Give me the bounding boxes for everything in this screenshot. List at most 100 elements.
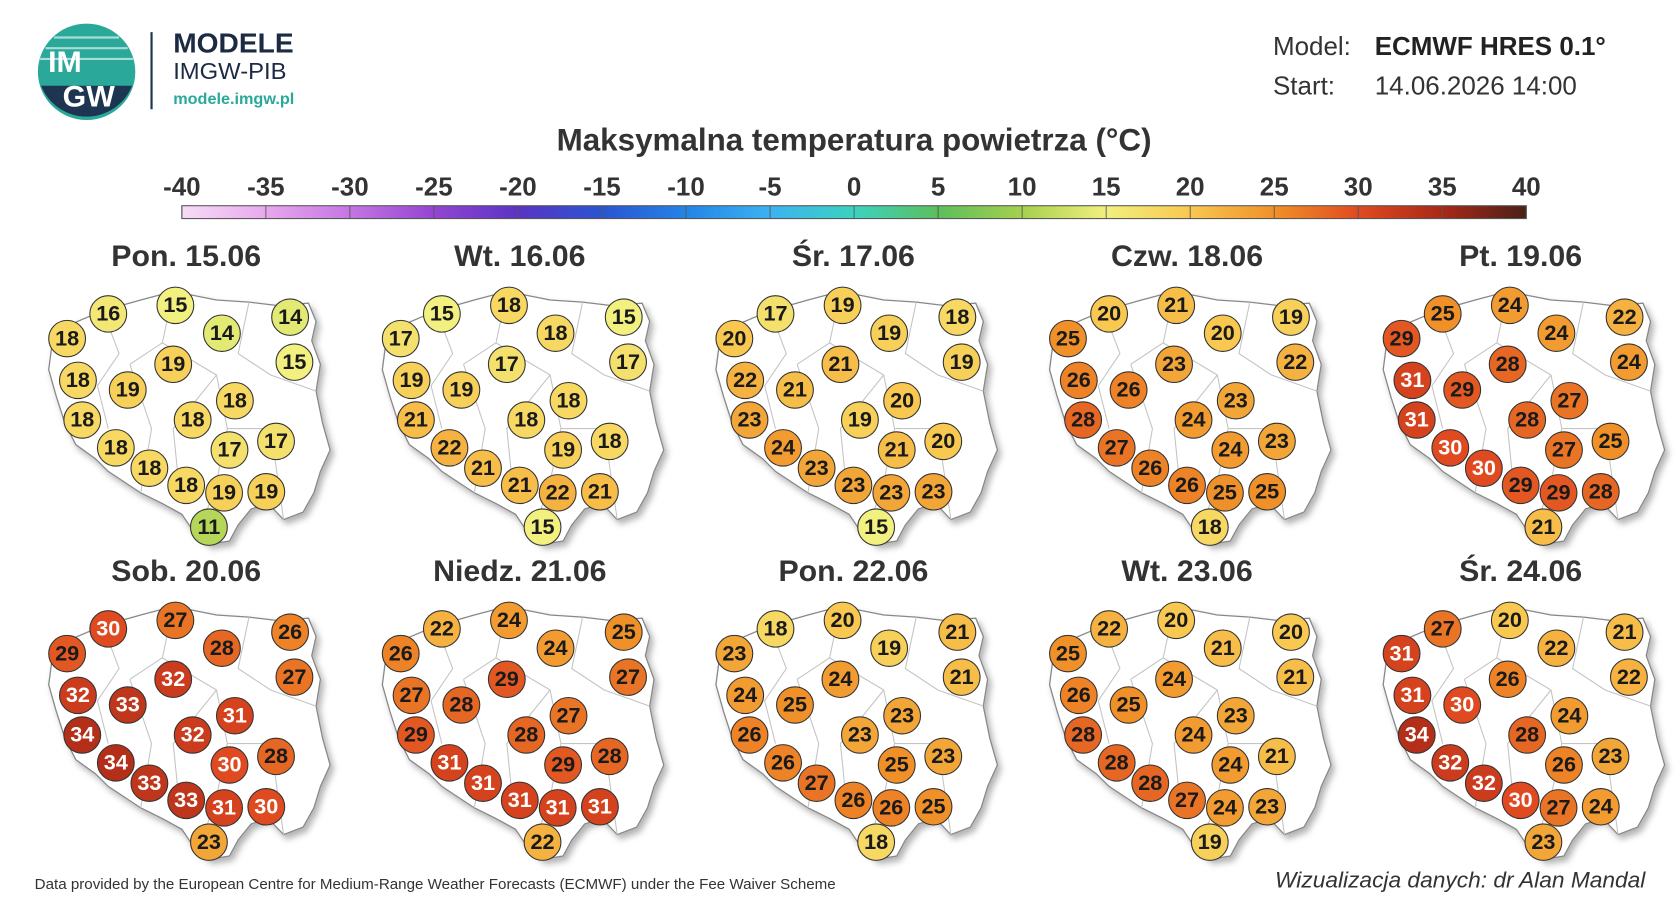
station-marker — [1248, 788, 1287, 826]
station-marker — [1393, 676, 1432, 715]
station-value: 27 — [1431, 617, 1455, 641]
station-marker — [1431, 429, 1470, 467]
station-value: 25 — [612, 620, 636, 644]
station-value: 19 — [449, 378, 473, 402]
station-marker — [609, 658, 647, 696]
station-value: 23 — [1265, 429, 1289, 453]
station-marker — [130, 449, 169, 487]
station-marker — [1064, 401, 1103, 439]
station-marker — [1049, 634, 1087, 673]
station-marker — [500, 781, 539, 820]
station-value: 22 — [430, 617, 454, 641]
station-marker — [215, 696, 254, 735]
station-value: 31 — [546, 796, 570, 820]
station-value: 21 — [471, 456, 495, 480]
station-marker — [609, 343, 647, 381]
station-marker — [1524, 508, 1563, 546]
station-value: 31 — [588, 795, 612, 819]
station-value: 21 — [945, 620, 969, 644]
colorbar-tick-label: 20 — [1176, 173, 1205, 201]
station-marker — [857, 823, 896, 861]
source: Data provided by the European Centre for… — [35, 876, 836, 893]
station-value: 24 — [1182, 723, 1206, 747]
station-value: 25 — [1117, 693, 1141, 717]
colorbar-tick-label: -35 — [247, 173, 285, 201]
station-marker — [536, 314, 575, 352]
station-marker — [1205, 789, 1244, 827]
station-marker — [490, 286, 528, 325]
map-panel: Wt. 23.06 25 22 20 21 20 21 26 25 24 28 23 24 28 21 24 2… — [1049, 555, 1331, 861]
station-value: 27 — [805, 771, 829, 795]
station-marker — [156, 286, 195, 325]
station-marker — [130, 764, 169, 802]
station-marker — [58, 676, 97, 715]
station-marker — [1174, 401, 1213, 439]
station-marker — [154, 345, 193, 384]
station-value: 24 — [1162, 667, 1186, 691]
station-marker — [1168, 781, 1206, 820]
station-marker — [834, 781, 873, 820]
station-marker — [756, 295, 795, 333]
station-marker — [538, 474, 577, 512]
station-marker — [1490, 601, 1529, 640]
station-marker — [167, 781, 206, 820]
station-marker — [776, 686, 814, 724]
station-marker — [1064, 716, 1103, 754]
station-value: 18 — [864, 830, 888, 854]
station-value: 30 — [254, 795, 278, 819]
station-marker — [797, 764, 836, 802]
station-value: 23 — [1224, 389, 1248, 413]
station-value: 21 — [950, 665, 974, 689]
station-value: 18 — [1198, 515, 1222, 539]
station-value: 29 — [1547, 481, 1571, 505]
station-value: 21 — [508, 473, 532, 497]
station-value: 18 — [945, 305, 969, 329]
station-value: 34 — [1405, 723, 1429, 747]
station-marker — [1131, 764, 1170, 802]
station-marker — [604, 298, 643, 336]
station-marker — [821, 660, 860, 699]
station-marker — [840, 716, 879, 754]
station-value: 27 — [282, 665, 306, 689]
station-marker — [189, 508, 228, 546]
station-value: 24 — [1617, 350, 1641, 374]
station-marker — [580, 473, 619, 511]
panel-date: Niedz. 21.06 — [433, 555, 606, 588]
station-value: 23 — [1598, 744, 1622, 768]
station-marker — [1257, 422, 1296, 461]
station-marker — [1276, 343, 1315, 381]
station-value: 26 — [1175, 473, 1199, 497]
station-marker — [1248, 473, 1287, 511]
station-value: 21 — [1283, 665, 1307, 689]
station-value: 18 — [598, 429, 622, 453]
station-value: 20 — [1097, 302, 1121, 326]
station-marker — [96, 429, 135, 467]
station-value: 28 — [264, 744, 288, 768]
station-value: 27 — [1547, 796, 1571, 820]
station-value: 27 — [400, 683, 424, 707]
station-marker — [914, 473, 953, 511]
station-marker — [1508, 401, 1547, 439]
station-value: 26 — [771, 751, 795, 775]
station-marker — [590, 737, 629, 776]
station-marker — [392, 361, 431, 400]
station-marker — [1382, 319, 1421, 358]
station-marker — [202, 314, 241, 352]
station-value: 26 — [1496, 667, 1520, 691]
station-marker — [870, 629, 909, 667]
station-value: 29 — [495, 667, 519, 691]
station-value: 31 — [437, 751, 461, 775]
station-marker — [442, 371, 481, 409]
station-value: 23 — [1531, 830, 1555, 854]
station-value: 23 — [1162, 352, 1186, 376]
station-marker — [726, 676, 765, 715]
station-marker — [544, 746, 583, 784]
station-marker — [63, 716, 102, 754]
station-marker — [1174, 716, 1213, 754]
station-marker — [1545, 746, 1583, 784]
station-marker — [1168, 466, 1206, 505]
station-value: 32 — [66, 683, 90, 707]
station-marker — [1131, 449, 1170, 487]
station-value: 21 — [783, 378, 807, 402]
colorbar-tick-label: 10 — [1008, 173, 1037, 201]
